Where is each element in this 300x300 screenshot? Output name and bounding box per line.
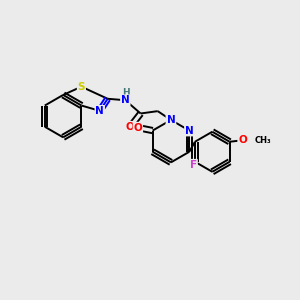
Text: N: N bbox=[167, 115, 175, 125]
Text: O: O bbox=[238, 135, 247, 145]
Text: H: H bbox=[122, 88, 130, 98]
Text: O: O bbox=[134, 123, 142, 133]
Text: O: O bbox=[126, 122, 135, 132]
Text: N: N bbox=[95, 106, 104, 116]
Text: F: F bbox=[190, 160, 197, 170]
Text: CH₃: CH₃ bbox=[254, 136, 271, 145]
Text: N: N bbox=[185, 126, 194, 136]
Text: N: N bbox=[167, 115, 175, 125]
Text: S: S bbox=[78, 82, 85, 92]
Text: N: N bbox=[121, 95, 130, 105]
